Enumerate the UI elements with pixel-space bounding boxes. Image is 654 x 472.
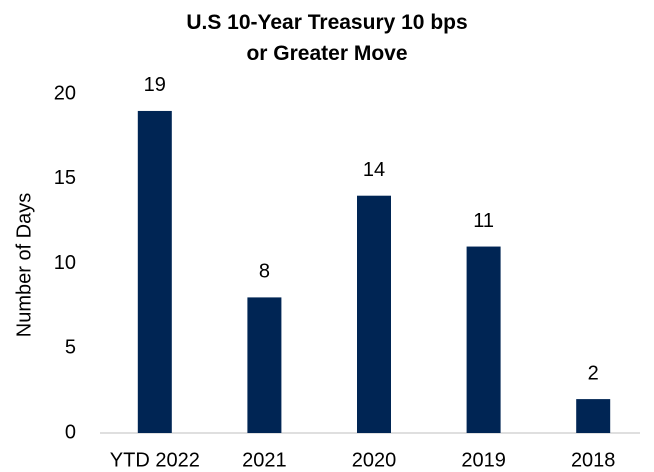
x-tick-label: YTD 2022 <box>110 449 200 471</box>
bar <box>576 399 611 433</box>
value-label: 11 <box>473 210 494 232</box>
bar <box>357 195 391 433</box>
value-label: 14 <box>363 159 385 181</box>
x-tick-label: 2021 <box>242 449 287 471</box>
bar <box>466 246 501 433</box>
y-tick-label: 20 <box>54 82 76 104</box>
y-tick-label: 15 <box>54 167 76 189</box>
x-tick-label: 2020 <box>352 449 397 471</box>
y-tick-label: 5 <box>65 337 76 359</box>
value-label: 19 <box>144 74 166 96</box>
bar <box>247 297 282 433</box>
value-label: 2 <box>588 362 599 384</box>
x-tick-label: 2018 <box>571 449 616 471</box>
y-tick-label: 10 <box>54 252 76 274</box>
y-tick-label: 0 <box>65 421 76 443</box>
bar <box>137 110 172 433</box>
chart-title: U.S 10-Year Treasury 10 bps or Greater M… <box>186 11 468 65</box>
x-tick-label: 2019 <box>461 449 506 471</box>
value-label: 8 <box>259 261 270 283</box>
y-axis-label: Number of Days <box>13 193 35 338</box>
